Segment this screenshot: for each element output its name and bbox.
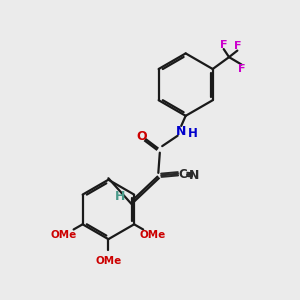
- Text: OMe: OMe: [51, 230, 77, 240]
- Text: H: H: [188, 127, 197, 140]
- Text: C: C: [178, 168, 187, 181]
- Text: H: H: [115, 190, 125, 203]
- Text: F: F: [238, 64, 245, 74]
- Text: N: N: [176, 125, 186, 138]
- Text: F: F: [220, 40, 227, 50]
- Text: OMe: OMe: [95, 256, 122, 266]
- Text: N: N: [189, 169, 199, 182]
- Text: F: F: [234, 41, 241, 51]
- Text: OMe: OMe: [140, 230, 166, 240]
- Text: O: O: [137, 130, 147, 143]
